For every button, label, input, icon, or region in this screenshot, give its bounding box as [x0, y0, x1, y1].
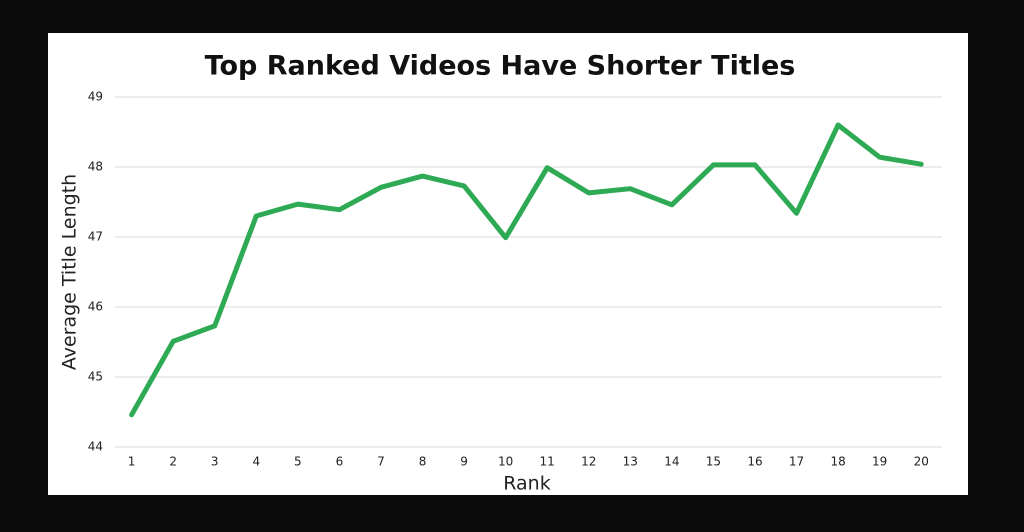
x-tick-label: 12	[581, 455, 596, 469]
x-tick-label: 14	[664, 455, 679, 469]
y-tick-label: 44	[88, 440, 103, 454]
x-tick-label: 2	[169, 455, 177, 469]
x-tick-label: 11	[540, 455, 555, 469]
chart-title: Top Ranked Videos Have Shorter Titles	[205, 51, 796, 82]
x-tick-label: 13	[623, 455, 638, 469]
x-tick-label: 1	[128, 455, 136, 469]
data-line	[129, 122, 924, 418]
x-tick-label: 20	[914, 455, 929, 469]
x-tick-label: 18	[830, 455, 845, 469]
y-tick-label: 48	[88, 160, 103, 174]
y-tick-label: 47	[88, 230, 103, 244]
chart-panel	[48, 33, 968, 495]
x-tick-label: 15	[706, 455, 721, 469]
x-tick-label: 19	[872, 455, 887, 469]
x-axis-label: Rank	[503, 473, 550, 495]
x-tick-label: 8	[419, 455, 427, 469]
x-tick-label: 10	[498, 455, 513, 469]
y-tick-label: 45	[88, 370, 103, 384]
y-tick-label: 46	[88, 300, 103, 314]
x-tick-label: 7	[377, 455, 385, 469]
y-axis-label: Average Title Length	[59, 174, 81, 370]
x-tick-label: 4	[252, 455, 260, 469]
x-tick-label: 9	[460, 455, 468, 469]
x-tick-label: 16	[747, 455, 762, 469]
x-tick-label: 3	[211, 455, 219, 469]
x-tick-label: 6	[336, 455, 344, 469]
x-tick-label: 5	[294, 455, 302, 469]
x-tick-label: 17	[789, 455, 804, 469]
y-tick-label: 49	[88, 90, 103, 104]
